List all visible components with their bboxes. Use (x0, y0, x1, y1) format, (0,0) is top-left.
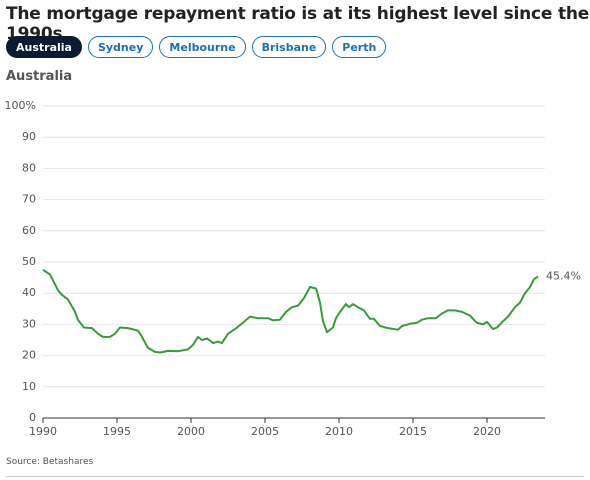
chart: 0 10 20 30 40 50 60 70 80 90 100% 1990 1995 2000 2005 2… (5, 99, 581, 438)
y-tick-label: 0 (29, 411, 36, 424)
y-tick-label: 20 (22, 349, 36, 362)
tab-bar: Australia Sydney Melbourne Brisbane Perth (6, 36, 387, 58)
y-tick-label: 30 (22, 317, 36, 330)
x-tick-label: 2000 (177, 425, 205, 438)
y-tick-label: 40 (22, 286, 36, 299)
y-tick-label: 10 (22, 380, 36, 393)
y-tick-label: 70 (22, 193, 36, 206)
y-tick-label: 90 (22, 130, 36, 143)
data-line (42, 268, 539, 354)
x-tick-label: 1995 (103, 425, 131, 438)
x-tick-label: 2005 (251, 425, 279, 438)
x-tick-label: 2020 (473, 425, 501, 438)
x-tick-label: 2015 (399, 425, 427, 438)
tab[interactable]: Brisbane (251, 36, 327, 58)
x-tick-label: 1990 (29, 425, 57, 438)
y-tick-label: 80 (22, 161, 36, 174)
y-tick-label: 100% (5, 99, 36, 112)
tab[interactable]: Sydney (87, 36, 154, 58)
source-note: Source: Betashares (6, 457, 94, 467)
x-tick-label: 2010 (325, 425, 353, 438)
tab[interactable]: Melbourne (159, 36, 246, 58)
divider (6, 476, 584, 477)
y-tick-label: 50 (22, 255, 36, 268)
y-tick-label: 60 (22, 224, 36, 237)
chart-title: Australia (6, 69, 73, 84)
tab[interactable]: Australia (6, 36, 82, 58)
end-label: 45.4% (546, 269, 581, 282)
tab[interactable]: Perth (332, 36, 387, 58)
